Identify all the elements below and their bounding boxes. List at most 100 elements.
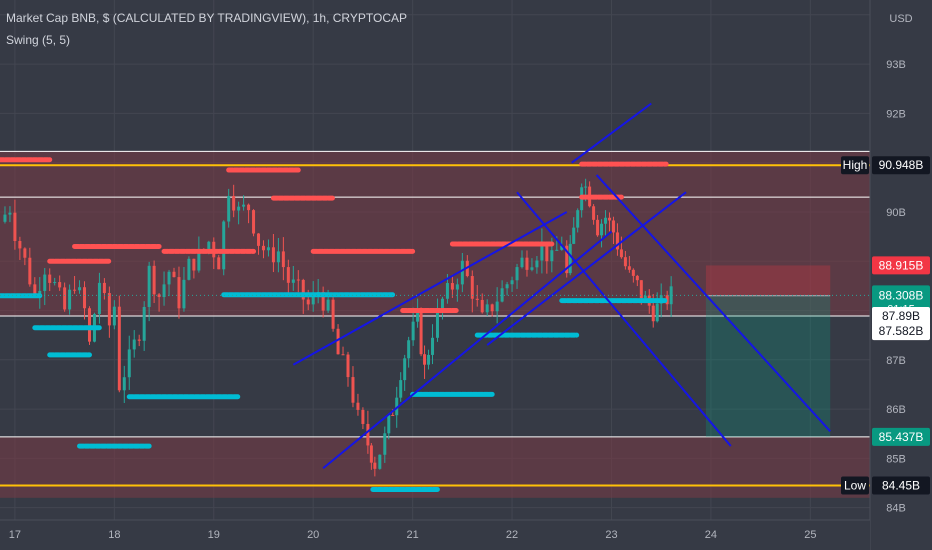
- candle-body: [505, 284, 509, 289]
- price-label-value: 87.89B: [882, 309, 920, 323]
- candle-body: [510, 280, 514, 285]
- price-tick-label: 84B: [886, 503, 906, 515]
- candle-body: [627, 266, 631, 270]
- candle-body: [565, 245, 569, 274]
- candle-body: [387, 415, 391, 434]
- candle-body: [137, 339, 141, 341]
- level-tag-box: [841, 476, 869, 495]
- candle-body: [619, 249, 623, 258]
- candle-body: [427, 354, 431, 365]
- trend-line: [571, 102, 652, 164]
- candle-body: [555, 249, 559, 251]
- time-tick-label: 23: [605, 529, 617, 541]
- price-label-value: 88.308B: [879, 288, 924, 302]
- candle-body: [38, 290, 42, 295]
- candle-body: [470, 276, 474, 299]
- candle-body: [435, 309, 439, 338]
- candle-body: [68, 289, 72, 310]
- candle-body: [341, 354, 345, 356]
- candle-body: [403, 358, 407, 381]
- candle-body: [48, 274, 52, 283]
- price-label-box: [872, 156, 930, 175]
- candle-body: [361, 409, 365, 424]
- time-tick-label: 20: [307, 529, 319, 541]
- candle-body: [568, 243, 572, 274]
- candle-body: [655, 303, 659, 322]
- price-label-value: 88.915B: [879, 258, 924, 272]
- candle-body: [500, 288, 504, 302]
- candle-body: [550, 250, 554, 262]
- level-tag-high: High: [843, 158, 868, 172]
- time-tick-label: 21: [407, 529, 419, 541]
- horizontal-levels: [0, 150, 870, 487]
- candle-body: [53, 282, 57, 284]
- candle-body: [73, 289, 77, 291]
- candle-body: [237, 206, 241, 211]
- candle-body: [232, 195, 236, 211]
- candle-body: [416, 310, 420, 322]
- candle-body: [336, 328, 340, 355]
- candle-body: [33, 284, 37, 295]
- price-tick-label: 87B: [886, 355, 906, 367]
- candle-body: [78, 287, 82, 291]
- candle-body: [167, 271, 171, 285]
- price-labels: 90.948BHigh88.915B88.308B01:1587.89B87.5…: [841, 156, 930, 495]
- price-label-value: 85.437B: [879, 430, 924, 444]
- candle-body: [480, 299, 484, 313]
- candle-body: [395, 397, 399, 416]
- candle-body: [132, 339, 136, 350]
- candle-body: [227, 195, 231, 222]
- short-position-box[interactable]: [705, 265, 831, 437]
- candle-body: [252, 210, 256, 234]
- candle-body: [584, 186, 588, 188]
- candlestick-series: [3, 178, 673, 477]
- candle-body: [23, 248, 27, 258]
- candle-body: [460, 260, 464, 285]
- price-tick-label: 86B: [886, 404, 906, 416]
- stop-loss-zone: [705, 265, 831, 296]
- candle-body: [378, 454, 382, 469]
- time-axis[interactable]: 17 18 19 20 21 22 23 24 25: [0, 519, 870, 550]
- candle-body: [495, 301, 499, 312]
- candle-body: [440, 298, 444, 310]
- candle-body: [207, 241, 211, 250]
- candle-body: [187, 258, 191, 280]
- trend-lines[interactable]: [292, 102, 831, 470]
- candle-body: [271, 247, 275, 263]
- candle-body: [635, 275, 639, 281]
- candle-body: [485, 304, 489, 313]
- currency-label: USD: [889, 13, 912, 25]
- candle-body: [242, 204, 246, 207]
- time-tick-label: 22: [506, 529, 518, 541]
- candle-body: [631, 269, 635, 276]
- trend-line: [292, 211, 568, 366]
- candle-body: [112, 306, 116, 326]
- price-label-box: [872, 427, 930, 446]
- candle-body: [525, 257, 529, 270]
- candle-body: [419, 310, 423, 355]
- candle-body: [117, 306, 121, 391]
- candle-body: [611, 220, 615, 233]
- candle-body: [152, 265, 156, 295]
- trend-line: [595, 174, 831, 432]
- candle-body: [97, 282, 101, 315]
- price-label-value: 90.948B: [879, 158, 924, 172]
- price-tick-label: 93B: [886, 59, 906, 71]
- candle-body: [383, 433, 387, 455]
- candle-body: [326, 299, 330, 311]
- price-axis[interactable]: USD84B85B86B87B88B89B90B91B92B93B: [869, 0, 932, 550]
- candle-body: [407, 340, 411, 359]
- candle-body: [490, 304, 494, 312]
- candle-body: [122, 377, 126, 391]
- candle-body: [515, 267, 519, 281]
- candle-body: [222, 221, 226, 270]
- trend-line: [486, 191, 687, 346]
- level-tag-low: Low: [844, 478, 866, 492]
- candle-body: [87, 308, 91, 342]
- candle-body: [356, 402, 360, 410]
- indicator-legend[interactable]: Swing (5, 5): [6, 33, 71, 47]
- candle-body: [182, 279, 186, 309]
- candle-body: [351, 377, 355, 403]
- candle-body: [13, 212, 17, 242]
